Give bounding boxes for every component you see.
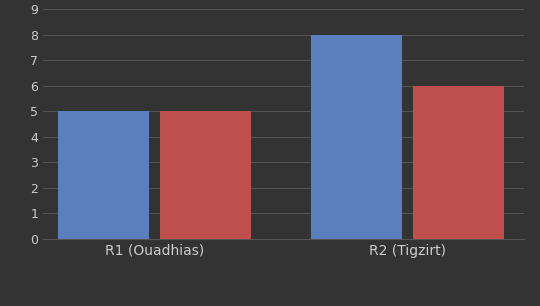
Bar <box>58 111 150 239</box>
Bar <box>413 86 504 239</box>
Bar <box>159 111 251 239</box>
Bar <box>312 35 402 239</box>
